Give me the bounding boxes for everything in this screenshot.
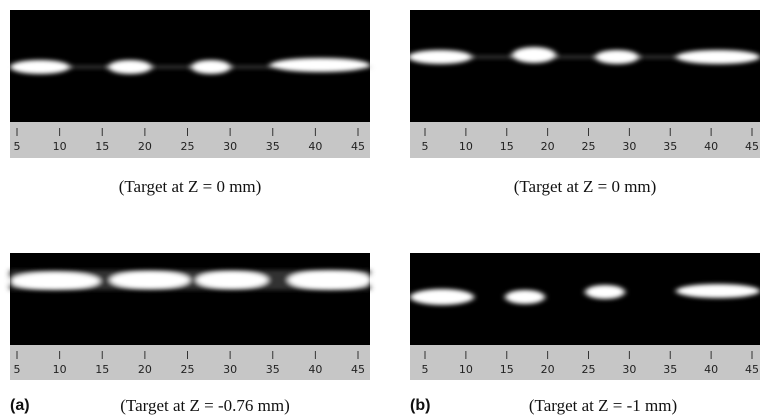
panel-image bbox=[408, 10, 760, 122]
tick-label: 40 bbox=[308, 363, 322, 376]
tick-label: 15 bbox=[95, 140, 109, 153]
tick-label: 5 bbox=[14, 363, 21, 376]
tick-label: 25 bbox=[181, 363, 195, 376]
tick-label: 45 bbox=[351, 140, 365, 153]
tick-label: 30 bbox=[223, 140, 237, 153]
tick-label: 35 bbox=[266, 140, 280, 153]
caption: (Target at Z = -1 mm) bbox=[529, 396, 677, 415]
tick-label: 15 bbox=[500, 140, 514, 153]
tick-label: 25 bbox=[181, 140, 195, 153]
tick-label: 40 bbox=[704, 363, 718, 376]
panel-image bbox=[10, 10, 370, 122]
caption: (Target at Z = 0 mm) bbox=[514, 177, 657, 196]
tick-label: 35 bbox=[663, 363, 677, 376]
tick-strip bbox=[10, 122, 370, 158]
tick-label: 40 bbox=[308, 140, 322, 153]
tick-label: 10 bbox=[53, 140, 67, 153]
tick-label: 30 bbox=[622, 363, 636, 376]
tick-strip bbox=[410, 345, 760, 380]
caption: (Target at Z = -0.76 mm) bbox=[120, 396, 290, 415]
tick-label: 5 bbox=[422, 363, 429, 376]
tick-label: 30 bbox=[622, 140, 636, 153]
tick-label: 20 bbox=[138, 140, 152, 153]
panel-label: (a) bbox=[10, 397, 30, 414]
tick-label: 35 bbox=[266, 363, 280, 376]
tick-label: 5 bbox=[14, 140, 21, 153]
tick-label: 40 bbox=[704, 140, 718, 153]
tick-label: 20 bbox=[541, 140, 555, 153]
tick-label: 15 bbox=[500, 363, 514, 376]
panel-image bbox=[10, 253, 372, 345]
panel-image bbox=[410, 253, 760, 345]
tick-label: 25 bbox=[582, 140, 596, 153]
tick-label: 20 bbox=[138, 363, 152, 376]
tick-label: 25 bbox=[582, 363, 596, 376]
tick-label: 45 bbox=[351, 363, 365, 376]
tick-label: 45 bbox=[745, 363, 759, 376]
tick-label: 5 bbox=[422, 140, 429, 153]
tick-strip bbox=[410, 122, 760, 158]
tick-label: 15 bbox=[95, 363, 109, 376]
tick-label: 35 bbox=[663, 140, 677, 153]
ticks: 5 10 15 20 25 30 35 40 45 5 10 15 20 25 30 35 40 45 5 10 15 2… bbox=[14, 128, 759, 376]
tick-strip bbox=[10, 345, 370, 380]
tick-label: 10 bbox=[459, 363, 473, 376]
tick-label: 10 bbox=[459, 140, 473, 153]
tick-label: 45 bbox=[745, 140, 759, 153]
panel-label: (b) bbox=[410, 397, 430, 414]
caption: (Target at Z = 0 mm) bbox=[119, 177, 262, 196]
tick-label: 10 bbox=[53, 363, 67, 376]
tick-label: 20 bbox=[541, 363, 555, 376]
tick-label: 30 bbox=[223, 363, 237, 376]
